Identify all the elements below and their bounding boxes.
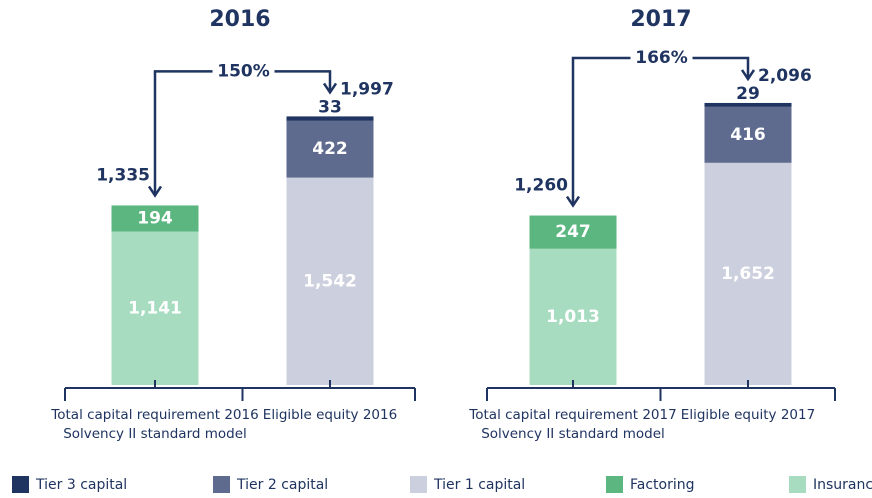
x-tick-label: Solvency II standard model [481, 426, 665, 442]
bar-segment [704, 162, 792, 385]
legend-label: Insurance [813, 477, 872, 493]
bar-segment [704, 102, 792, 107]
legend-label: Tier 1 capital [433, 477, 525, 493]
ratio-label: 150% [217, 61, 270, 81]
arrowhead [147, 185, 163, 198]
arrowhead [322, 82, 338, 95]
x-tick-label: Total capital requirement 2017 [468, 407, 676, 423]
value-label: 422 [312, 139, 348, 159]
total-label: 1,260 [514, 176, 568, 196]
value-label: 33 [318, 97, 342, 117]
connector [153, 70, 332, 196]
legend-swatch [410, 476, 427, 493]
legend-label: Tier 3 capital [35, 477, 127, 493]
bar-segment [286, 177, 374, 385]
value-label: 247 [555, 222, 591, 242]
bar-segment [529, 215, 617, 249]
arrowhead [565, 195, 581, 208]
chart-title: 2016 [209, 7, 270, 32]
ratio-label: 166% [635, 48, 688, 68]
legend-label: Factoring [630, 477, 695, 493]
value-label: 29 [736, 84, 760, 104]
x-tick-label: Eligible equity 2016 [263, 407, 397, 423]
legend-swatch [789, 476, 806, 493]
bar-segment [286, 120, 374, 178]
legend-swatch [213, 476, 230, 493]
value-label: 194 [137, 208, 173, 228]
bar-segment [111, 205, 199, 232]
x-tick-label: Total capital requirement 2016 [50, 407, 258, 423]
x-tick-label: Solvency II standard model [63, 426, 247, 442]
arrowhead [740, 69, 756, 82]
value-label: 1,141 [128, 298, 182, 318]
total-label: 1,997 [340, 79, 394, 99]
value-label: 1,013 [546, 307, 600, 327]
bar-segment [529, 248, 617, 385]
value-label: 1,652 [721, 264, 775, 284]
connector [571, 56, 750, 206]
legend-label: Tier 2 capital [236, 477, 328, 493]
total-label: 2,096 [758, 66, 812, 86]
bar-segment [286, 116, 374, 121]
chart-title: 2017 [630, 7, 691, 32]
legend-swatch [606, 476, 623, 493]
total-label: 1,335 [96, 165, 150, 185]
bar-segment [111, 231, 199, 385]
value-label: 416 [730, 125, 766, 145]
value-label: 1,542 [303, 271, 357, 291]
bar-segment [704, 106, 792, 163]
legend-swatch [12, 476, 29, 493]
x-tick-label: Eligible equity 2017 [681, 407, 815, 423]
